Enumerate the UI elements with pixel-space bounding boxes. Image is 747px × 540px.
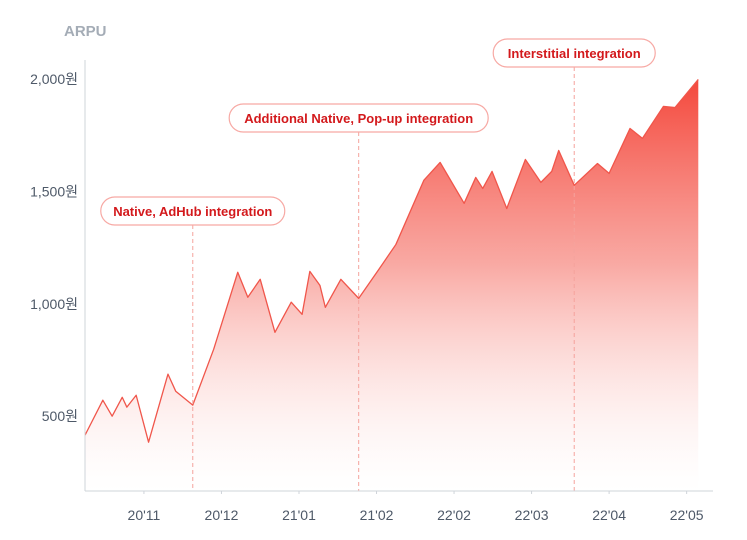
annotation-text: Additional Native, Pop-up integration: [244, 111, 473, 126]
annotation-label: Native, AdHub integration: [100, 196, 286, 226]
x-tick-label: 22'02: [437, 507, 471, 523]
arpu-area-fill: [85, 79, 699, 492]
x-tick-label: 22'04: [592, 507, 626, 523]
x-tick-label: 20'12: [205, 507, 239, 523]
y-tick-label: 1,000원: [30, 296, 78, 312]
x-tick-label: 22'03: [515, 507, 549, 523]
annotation-pill: [228, 103, 489, 133]
x-tick-label: 21'02: [360, 507, 394, 523]
arpu-line: [84, 79, 699, 443]
y-tick-label: 500원: [42, 408, 78, 424]
annotation-text: Interstitial integration: [508, 46, 641, 61]
annotation-pill: [492, 38, 656, 68]
y-tick-label: 2,000원: [30, 71, 78, 87]
annotation-pill: [100, 196, 286, 226]
x-tick-label: 21'01: [282, 507, 316, 523]
x-tick-label: 22'05: [670, 507, 704, 523]
x-tick-label: 20'11: [128, 507, 161, 523]
y-axis-title: ARPU: [64, 23, 107, 40]
annotation-label: Interstitial integration: [492, 38, 656, 68]
annotation-text: Native, AdHub integration: [113, 204, 272, 219]
y-tick-label: 1,500원: [30, 183, 78, 199]
annotation-label: Additional Native, Pop-up integration: [228, 103, 489, 133]
